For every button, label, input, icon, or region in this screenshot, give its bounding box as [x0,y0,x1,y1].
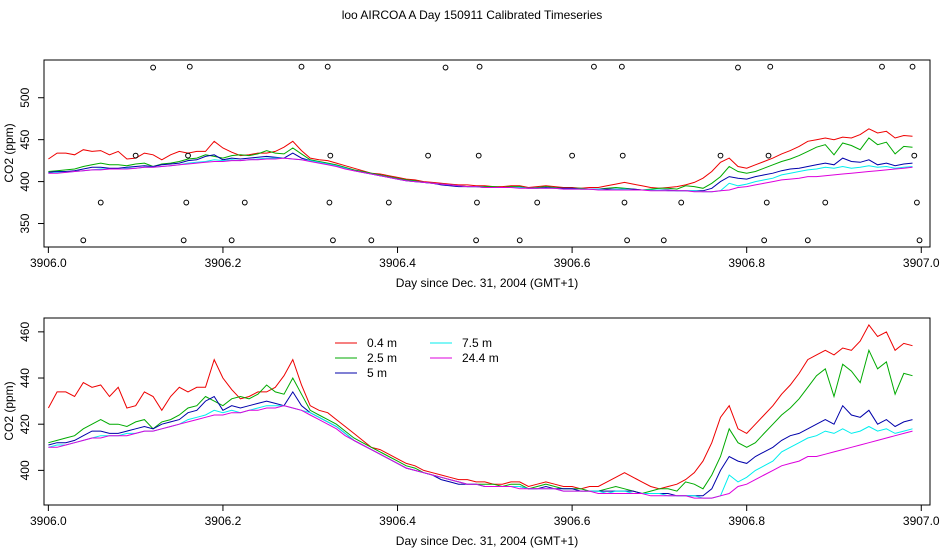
top-open-circle-point [228,237,235,244]
top-x-axis-label: Day since Dec. 31, 2004 (GMT+1) [396,276,578,290]
top-x-tick-label: 3906.8 [728,256,765,270]
top-open-circle-point [678,199,685,206]
top-open-circle-point [534,199,541,206]
top-open-circle-point [761,237,768,244]
top-x-tick-label: 3906.2 [205,256,242,270]
top-y-axis-label: CO2 (ppm) [2,123,16,182]
top-open-circle-point [516,237,523,244]
top-open-circle-point [765,152,772,159]
top-open-circle-point [475,152,482,159]
top-open-circle-point [660,237,667,244]
top-x-tick-label: 3906.4 [379,256,416,270]
bottom-series-line [47,323,913,490]
top-open-circle-point [180,237,187,244]
bottom-x-tick-label: 3906.0 [30,514,67,528]
legend: 0.4 m2.5 m5 m 7.5 m24.4 m [335,336,499,380]
legend-label: 7.5 m [462,336,492,350]
top-x-tick-label: 3906.6 [554,256,591,270]
bottom-y-axis: 400 420 440 460 [18,322,44,480]
bottom-series-line [48,405,913,499]
top-open-circle-point [591,63,597,70]
figure-title: loo AIRCOA A Day 150911 Calibrated Times… [342,8,603,22]
top-plot-area [48,63,923,244]
top-open-circle-point [330,237,336,244]
top-open-circle-point [326,199,333,206]
top-open-circle-point [804,237,811,244]
bottom-x-tick-label: 3906.6 [554,514,591,528]
bottom-y-tick-label: 400 [18,460,32,480]
top-open-circle-point [150,64,157,71]
bottom-y-tick-label: 440 [18,368,32,388]
top-open-circle-point [618,63,625,70]
bottom-series-line [48,348,913,495]
bottom-x-axis: 3906.0 3906.2 3906.4 3906.6 3906.8 3907.0 [30,505,940,528]
top-open-circle-point [132,152,139,159]
bottom-plot-area [47,323,913,499]
top-open-circle-point [911,152,918,159]
top-x-axis: 3906.0 3906.2 3906.4 3906.6 3906.8 3907.0 [30,247,940,270]
top-open-circle-point [186,63,193,70]
bottom-x-tick-label: 3906.2 [205,514,242,528]
top-open-circle-point [914,199,920,206]
top-open-circle-point [80,237,87,244]
legend-label: 24.4 m [462,351,499,365]
top-y-tick-label: 350 [18,213,32,233]
top-open-circle-point [97,199,104,206]
bottom-x-tick-label: 3906.4 [379,514,416,528]
bottom-y-tick-label: 460 [18,322,32,342]
legend-label: 5 m [367,366,387,380]
top-open-circle-point [735,64,741,71]
top-open-circle-point [621,199,628,206]
top-open-circle-point [474,199,480,206]
top-open-circle-point [619,152,626,159]
top-open-circle-point [569,152,576,159]
top-open-circle-point [425,152,431,159]
top-y-tick-label: 500 [18,87,32,107]
top-series-line [48,157,913,193]
top-open-circle-point [385,199,392,206]
top-open-circle-point [368,237,375,244]
bottom-x-axis-label: Day since Dec. 31, 2004 (GMT+1) [396,534,578,548]
top-open-circle-point [879,63,885,70]
top-series-line [48,128,913,189]
top-open-circle-point [473,237,479,244]
top-open-circle-point [241,199,248,206]
top-open-circle-point [822,199,829,206]
bottom-x-tick-label: 3907.0 [903,514,940,528]
top-open-circle-point [767,63,774,70]
top-open-circle-point [183,199,190,206]
top-open-circle-point [327,152,334,159]
top-y-tick-label: 450 [18,129,32,149]
top-open-circle-point [717,152,724,159]
top-x-tick-label: 3906.0 [30,256,67,270]
top-y-axis: 350 400 450 500 [18,87,44,234]
top-x-tick-label: 3907.0 [903,256,940,270]
bottom-y-tick-label: 420 [18,414,32,434]
bottom-plot-frame [43,317,931,506]
legend-label: 2.5 m [367,351,397,365]
top-open-circle-point [442,64,449,71]
top-open-circle-point [624,237,631,244]
bottom-y-axis-label: CO2 (ppm) [2,381,16,440]
top-open-circle-point [324,63,331,70]
top-open-circle-point [476,63,483,70]
top-open-circle-point [763,199,770,206]
top-open-circle-point [185,152,191,159]
top-open-circle-point [298,63,305,70]
top-open-circle-point [909,63,916,70]
top-series-line [48,152,913,192]
top-plot-frame [43,59,931,248]
legend-label: 0.4 m [367,336,397,350]
top-series-line [48,137,913,191]
top-open-circle-point [916,237,923,244]
top-y-tick-label: 400 [18,171,32,191]
bottom-x-tick-label: 3906.8 [728,514,765,528]
bottom-series-line [48,390,913,497]
